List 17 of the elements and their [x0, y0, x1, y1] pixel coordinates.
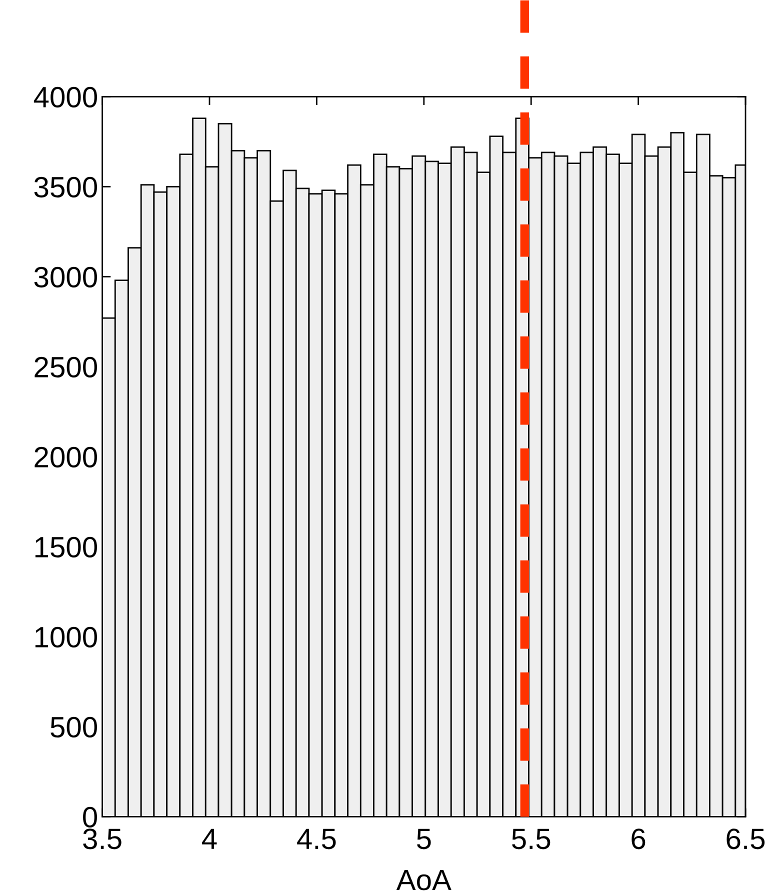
y-tick-label: 0	[83, 806, 97, 828]
x-tick-label: 5	[416, 828, 431, 850]
y-tick-label: 1500	[35, 536, 97, 558]
x-tick-label: 5.5	[512, 828, 550, 850]
x-tick-label: 4.5	[297, 828, 336, 850]
y-tick-label: 3000	[34, 266, 97, 288]
x-tick-label: 6.5	[726, 828, 765, 850]
x-tick-label: 4	[202, 828, 217, 849]
x-tick-label: 3.5	[83, 828, 122, 850]
y-tick-label: 4000	[34, 86, 97, 108]
y-tick-label: 2000	[34, 446, 97, 468]
x-axis-title: AoA	[396, 870, 452, 890]
y-tick-label: 2500	[34, 356, 97, 378]
x-tick-label: 6	[632, 828, 646, 850]
y-tick-label: 1000	[35, 626, 97, 648]
y-tick-label: 3500	[34, 176, 97, 198]
y-tick-label: 500	[50, 716, 97, 738]
